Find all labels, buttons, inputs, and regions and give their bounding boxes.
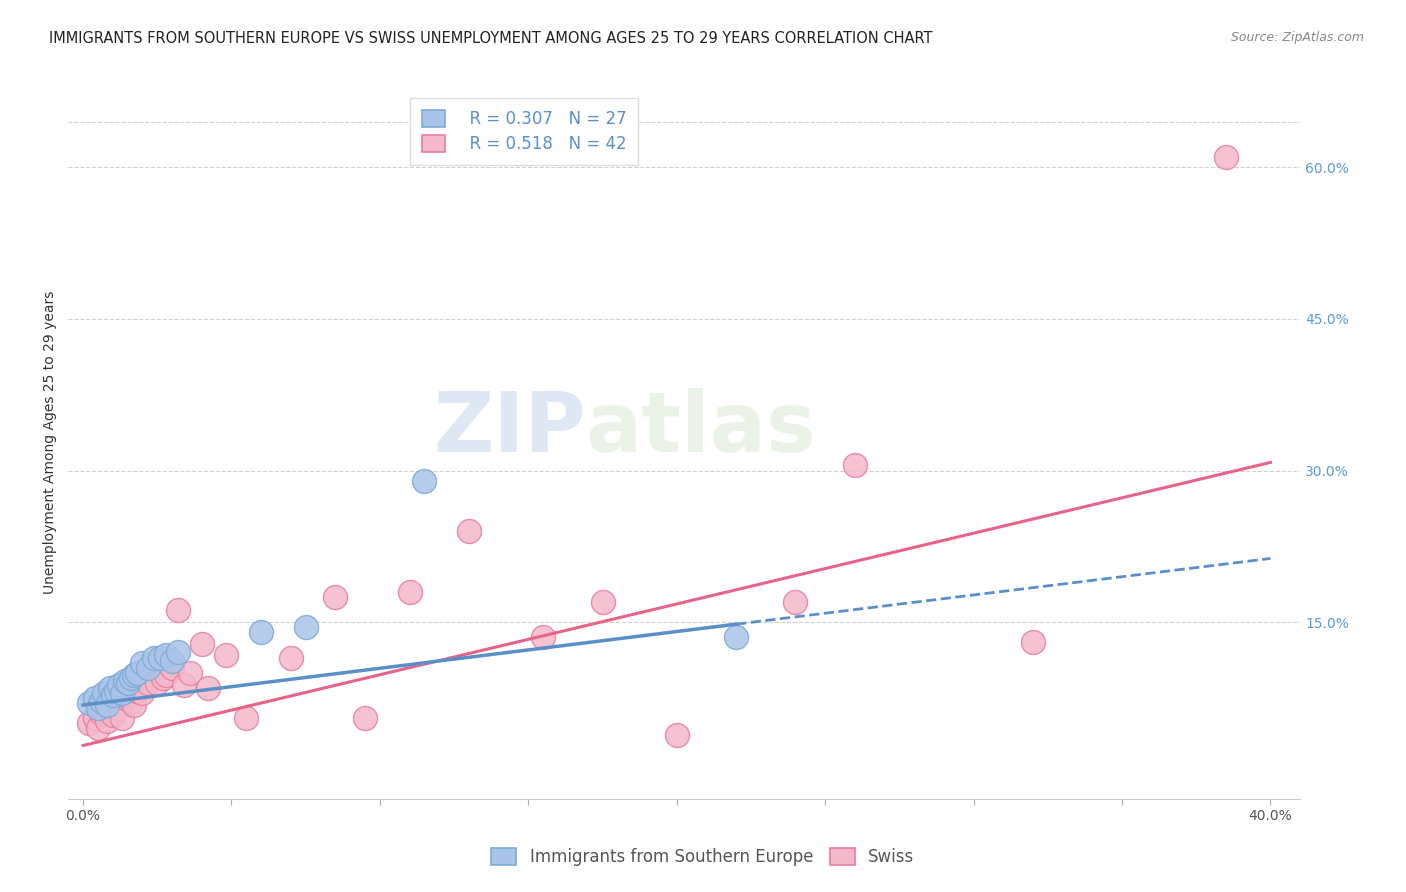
Point [98,681,121,695]
Point [173,678,195,692]
Point [155,667,177,681]
Point [138,675,160,690]
Legend: Immigrants from Southern Europe, Swiss: Immigrants from Southern Europe, Swiss [485,841,921,873]
Point [131,656,153,670]
Point [114,690,136,705]
Point [101,688,124,702]
Point [96,714,118,729]
Point [167,645,190,659]
Point [167,603,190,617]
Text: atlas: atlas [586,388,817,469]
Point [785,595,807,609]
Point [131,686,153,700]
Point [280,650,302,665]
Point [120,671,142,685]
Point [214,648,236,662]
Point [1022,635,1045,649]
Point [114,673,136,688]
Point [87,721,110,735]
Point [111,711,134,725]
Point [122,698,145,712]
Point [155,648,177,662]
Point [179,665,201,680]
Point [104,698,127,712]
Point [413,474,436,488]
Point [84,711,107,725]
Point [128,681,150,695]
Point [90,694,112,708]
Point [235,711,257,725]
Point [143,650,166,665]
Point [96,698,118,712]
Text: IMMIGRANTS FROM SOUTHERN EUROPE VS SWISS UNEMPLOYMENT AMONG AGES 25 TO 29 YEARS : IMMIGRANTS FROM SOUTHERN EUROPE VS SWISS… [49,31,932,46]
Point [149,650,172,665]
Point [725,630,748,644]
Y-axis label: Unemployment Among Ages 25 to 29 years: Unemployment Among Ages 25 to 29 years [44,291,58,594]
Point [107,678,129,692]
Point [90,706,112,720]
Point [77,696,100,710]
Point [122,667,145,681]
Point [458,524,481,538]
Point [1215,150,1237,164]
Point [844,458,866,473]
Point [117,688,139,702]
Point [125,684,148,698]
Point [152,671,174,685]
Point [592,595,614,609]
Point [354,711,377,725]
Point [93,686,115,700]
Point [325,590,347,604]
Point [398,584,420,599]
Point [125,665,148,680]
Point [138,660,160,674]
Point [191,637,214,651]
Point [104,684,127,698]
Point [98,701,121,715]
Point [160,660,183,674]
Point [665,728,688,742]
Point [101,708,124,723]
Point [146,675,169,690]
Point [197,681,219,695]
Text: Source: ZipAtlas.com: Source: ZipAtlas.com [1230,31,1364,45]
Point [111,686,134,700]
Point [250,625,273,640]
Text: ZIP: ZIP [433,388,586,469]
Point [531,630,554,644]
Point [84,690,107,705]
Point [294,620,316,634]
Point [160,654,183,668]
Point [93,704,115,718]
Point [107,701,129,715]
Legend:   R = 0.307   N = 27,   R = 0.518   N = 42: R = 0.307 N = 27, R = 0.518 N = 42 [411,98,638,165]
Point [117,675,139,690]
Point [87,701,110,715]
Point [120,694,142,708]
Point [77,716,100,731]
